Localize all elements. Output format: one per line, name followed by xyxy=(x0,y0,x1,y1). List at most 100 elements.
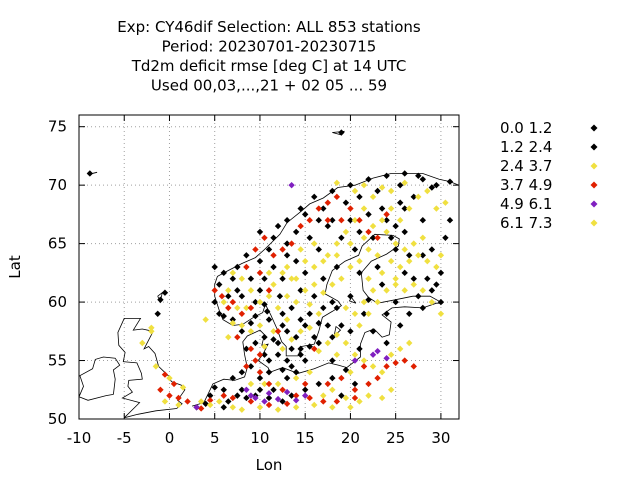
data-point xyxy=(433,281,439,287)
data-point xyxy=(424,275,430,281)
data-point xyxy=(397,346,403,352)
data-point xyxy=(374,235,380,241)
data-point xyxy=(316,340,322,346)
data-point xyxy=(275,328,281,334)
data-point xyxy=(202,316,208,322)
x-tick-label: 5 xyxy=(210,429,220,447)
data-point xyxy=(166,392,172,398)
data-point xyxy=(284,252,290,258)
data-point xyxy=(261,235,267,241)
data-point xyxy=(219,293,225,299)
data-point xyxy=(248,346,254,352)
y-tick-label: 55 xyxy=(48,352,67,370)
data-point xyxy=(329,404,335,410)
legend-marker xyxy=(591,163,598,170)
data-point xyxy=(311,194,317,200)
data-point xyxy=(365,392,371,398)
data-point xyxy=(243,387,249,393)
data-point xyxy=(257,387,263,393)
title-line: Td2m deficit rmse [deg C] at 14 UTC xyxy=(131,57,407,75)
data-point xyxy=(257,369,263,375)
data-point xyxy=(270,281,276,287)
data-point xyxy=(402,246,408,252)
legend-marker xyxy=(591,201,598,208)
data-point xyxy=(207,402,213,408)
data-point xyxy=(433,264,439,270)
data-point xyxy=(288,363,294,369)
data-point xyxy=(352,387,358,393)
data-point xyxy=(383,363,389,369)
data-point xyxy=(370,287,376,293)
data-point xyxy=(270,336,276,342)
data-point xyxy=(352,188,358,194)
data-point xyxy=(279,346,285,352)
data-point xyxy=(284,328,290,334)
data-point xyxy=(252,340,258,346)
data-point xyxy=(307,369,313,375)
data-point xyxy=(288,305,294,311)
data-point xyxy=(347,328,353,334)
data-point xyxy=(392,223,398,229)
data-point xyxy=(243,252,249,258)
data-point xyxy=(316,381,322,387)
data-point xyxy=(365,211,371,217)
data-point xyxy=(284,375,290,381)
data-point xyxy=(311,240,317,246)
y-axis-ticks: 50 55 60 65 70 75 xyxy=(48,118,459,428)
data-point xyxy=(266,293,272,299)
legend-marker xyxy=(591,144,598,151)
data-point xyxy=(198,405,204,411)
y-tick-label: 60 xyxy=(48,293,67,311)
data-point xyxy=(311,281,317,287)
data-point xyxy=(279,322,285,328)
data-point xyxy=(406,252,412,258)
data-point xyxy=(383,173,389,179)
title-line: Exp: CY46dif Selection: ALL 853 stations xyxy=(117,18,421,36)
data-point xyxy=(234,305,240,311)
data-point xyxy=(266,390,272,396)
data-point xyxy=(365,246,371,252)
data-point xyxy=(162,290,168,296)
data-point xyxy=(334,398,340,404)
x-tick-label: -10 xyxy=(67,429,92,447)
legend-marker xyxy=(591,182,598,189)
data-point xyxy=(87,170,93,176)
data-point xyxy=(162,398,168,404)
data-point xyxy=(275,351,281,357)
coastline xyxy=(79,357,120,400)
data-point xyxy=(266,316,272,322)
data-point xyxy=(365,275,371,281)
data-point xyxy=(297,246,303,252)
data-point xyxy=(379,281,385,287)
data-point xyxy=(343,199,349,205)
data-point xyxy=(239,328,245,334)
data-point xyxy=(284,316,290,322)
legend-marker xyxy=(591,220,598,227)
data-point xyxy=(257,404,263,410)
data-point xyxy=(420,217,426,223)
data-point xyxy=(275,305,281,311)
data-point xyxy=(383,355,389,361)
data-point xyxy=(442,235,448,241)
data-point xyxy=(352,381,358,387)
data-point xyxy=(139,340,145,346)
y-axis-label: Lat xyxy=(6,255,24,279)
data-point xyxy=(239,293,245,299)
data-point xyxy=(365,381,371,387)
data-point xyxy=(157,387,163,393)
data-point xyxy=(316,320,322,326)
data-point xyxy=(379,369,385,375)
data-point xyxy=(284,357,290,363)
data-point xyxy=(279,367,285,373)
data-point xyxy=(365,176,371,182)
data-point xyxy=(438,311,444,317)
x-tick-label: 0 xyxy=(165,429,175,447)
data-point xyxy=(297,223,303,229)
data-point xyxy=(325,252,331,258)
data-point xyxy=(302,270,308,276)
x-tick-label: 10 xyxy=(250,429,269,447)
x-tick-label: 30 xyxy=(431,429,450,447)
data-point xyxy=(234,334,240,340)
data-point xyxy=(429,287,435,293)
